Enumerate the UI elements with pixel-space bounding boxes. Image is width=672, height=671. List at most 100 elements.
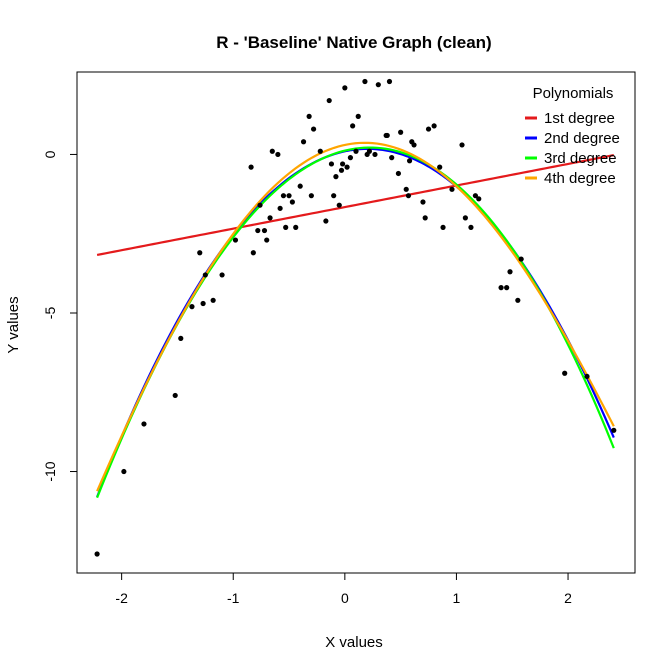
data-point [202,272,208,278]
fit-lines [96,141,615,499]
data-point [178,335,184,341]
data-point [362,78,368,85]
data-point [280,193,287,199]
data-point [310,126,317,132]
data-point [353,148,359,154]
data-point [267,215,273,221]
y-axis: 0 -5 -10 [42,150,78,482]
data-point [440,224,446,230]
data-point [289,199,295,205]
data-point [375,82,381,88]
data-point [200,300,206,307]
data-point [420,199,426,205]
data-point [232,237,239,243]
data-point [308,193,314,199]
chart-title: R - 'Baseline' Native Graph (clean) [216,33,491,52]
data-point [189,304,195,310]
y-tick-label: -5 [42,307,58,320]
data-point [395,170,402,177]
data-point [323,218,329,224]
y-axis-label: Y values [5,296,22,353]
data-point [255,227,261,234]
data-point [300,139,307,145]
data-point [326,97,332,104]
data-point [277,205,283,211]
fit-line-4th-degree [96,141,615,492]
data-point [286,193,292,199]
data-point [333,174,339,180]
data-point [515,297,521,303]
x-axis: -2 -1 0 1 2 [115,572,572,606]
data-point [372,151,378,158]
legend-title: Polynomials [533,85,614,102]
data-point [472,193,479,199]
data-point [141,421,147,427]
data-point [459,142,465,148]
data-point [476,196,482,202]
data-point [275,151,281,158]
data-point [403,186,409,192]
data-point [257,202,263,208]
data-point [248,164,254,170]
legend: Polynomials 1st degree 2nd degree 3rd degr… [525,85,620,187]
x-tick-label: -2 [115,590,128,606]
fit-line-2nd-degree [96,147,615,498]
data-point [384,132,390,139]
legend-label: 3rd degree [544,150,617,167]
data-point [422,215,428,221]
data-point [297,183,303,189]
data-point [431,123,437,129]
data-point [197,250,203,256]
x-tick-label: 2 [564,590,572,606]
data-point [411,142,417,148]
data-points [94,78,617,557]
data-point [250,250,256,256]
data-point [94,551,100,557]
data-point [219,272,225,278]
data-point [504,285,510,291]
data-point [366,148,372,154]
data-point [405,193,412,199]
data-point [611,427,617,433]
data-point [283,224,289,230]
x-tick-label: 0 [341,590,349,606]
plot-frame [76,71,636,574]
data-point [468,224,474,230]
data-point [336,202,342,208]
data-point [350,123,356,129]
legend-label: 1st degree [544,110,615,127]
data-point [342,85,348,91]
data-point [389,155,395,161]
x-axis-label: X values [325,634,383,651]
data-point [331,193,337,199]
data-point [437,164,443,170]
data-point [462,215,468,221]
x-tick-label: -1 [227,590,240,606]
data-point [121,468,127,475]
data-point [317,148,323,154]
data-point [344,164,350,170]
data-point [355,113,361,119]
legend-label: 2nd degree [544,130,620,147]
data-point [328,161,335,167]
fit-line-3rd-degree [96,146,615,499]
data-point [406,158,413,164]
x-tick-label: 1 [453,590,461,606]
fit-line-1st-degree [96,154,615,257]
data-point [398,129,404,135]
data-point [264,237,270,243]
y-tick-label: -10 [42,461,58,481]
data-point [269,148,275,154]
data-point [338,167,345,173]
legend-label: 4th degree [544,170,616,187]
data-point [562,370,568,376]
data-point [306,113,312,119]
data-point [507,269,513,275]
data-point [425,126,432,132]
data-point [449,186,455,192]
data-point [347,155,354,161]
data-point [584,373,590,380]
data-point [293,224,299,230]
data-point [210,297,216,303]
